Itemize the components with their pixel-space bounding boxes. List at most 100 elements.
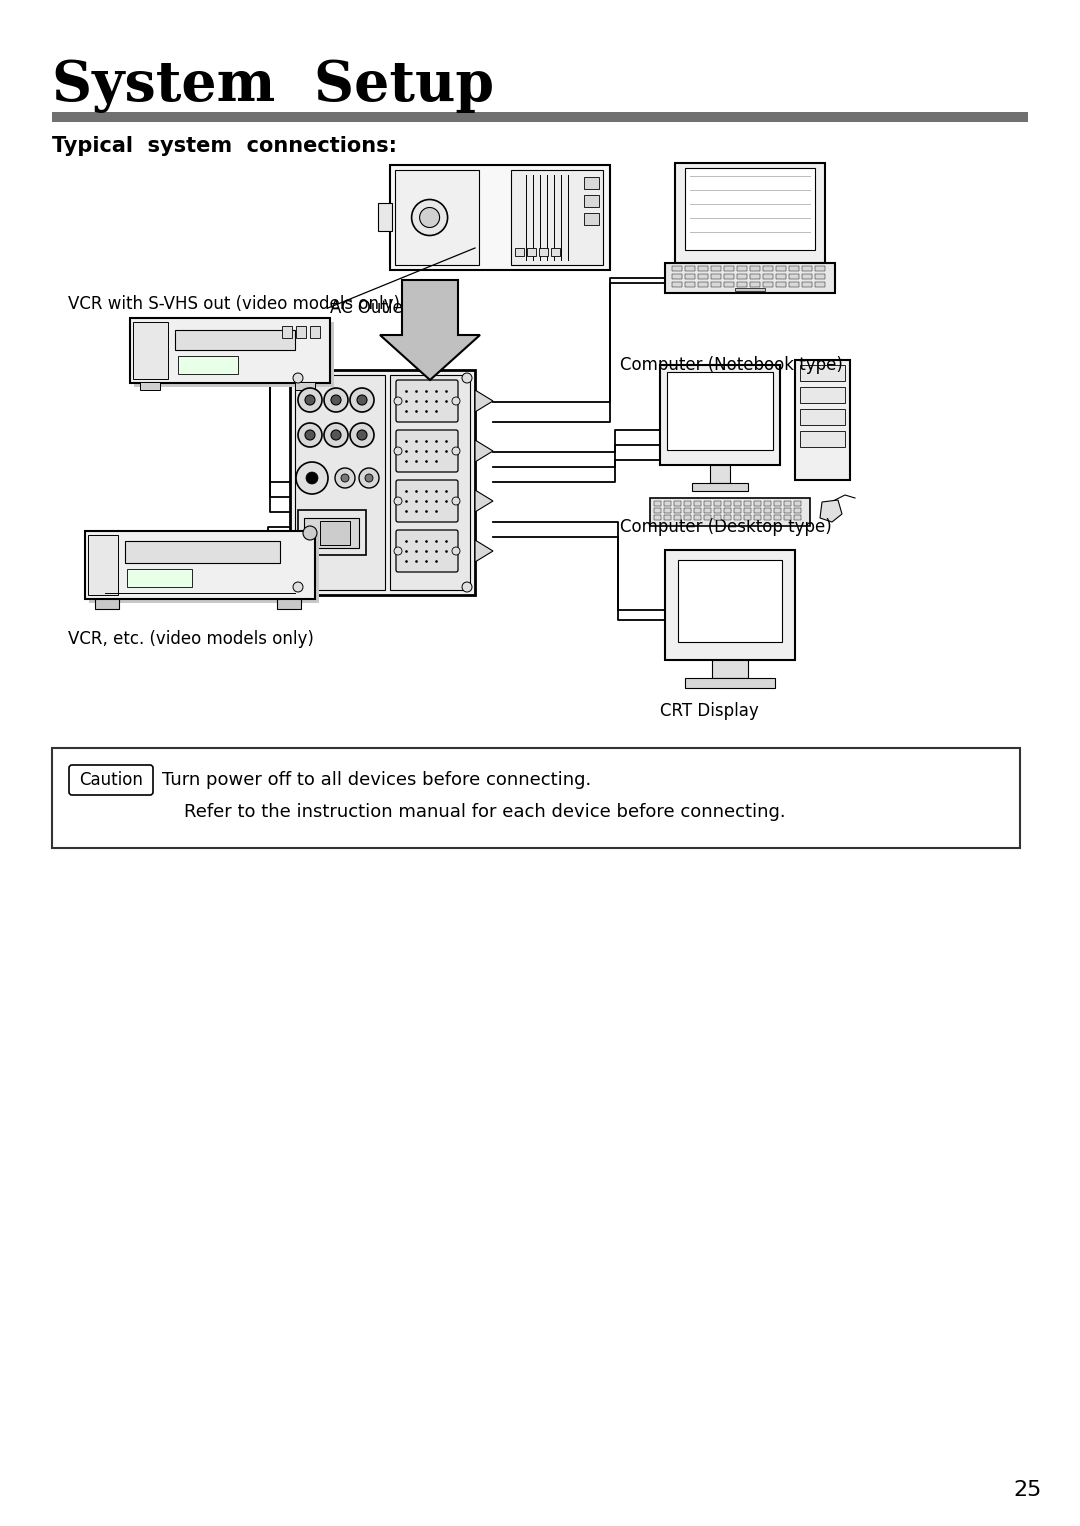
Bar [654, 501, 661, 507]
Bar [684, 508, 691, 513]
Bar [320, 520, 350, 545]
Bar [282, 327, 292, 337]
Bar [704, 501, 711, 507]
Bar [674, 514, 681, 520]
Circle shape [357, 395, 367, 404]
Bar [764, 514, 771, 520]
Bar [684, 514, 691, 520]
Bar [774, 514, 781, 520]
Bar [685, 168, 815, 250]
Bar [704, 514, 711, 520]
Circle shape [298, 423, 322, 447]
Bar [737, 266, 747, 272]
Bar [125, 542, 280, 563]
Bar [654, 508, 661, 513]
Bar [794, 508, 801, 513]
Bar [378, 203, 392, 230]
Circle shape [330, 395, 341, 404]
FancyBboxPatch shape [396, 530, 458, 572]
Bar [724, 266, 734, 272]
Circle shape [350, 388, 374, 412]
Circle shape [341, 475, 349, 482]
Bar [390, 375, 470, 591]
Bar [737, 275, 747, 279]
Circle shape [303, 526, 318, 540]
Bar [276, 600, 301, 609]
Bar [672, 266, 681, 272]
Circle shape [394, 447, 402, 455]
Circle shape [293, 372, 303, 383]
Bar [724, 514, 731, 520]
Bar [712, 661, 748, 678]
Circle shape [453, 546, 460, 555]
Bar [674, 508, 681, 513]
Bar [698, 282, 708, 287]
Bar [794, 501, 801, 507]
Bar [675, 163, 825, 262]
Bar [583, 177, 598, 189]
Bar [724, 501, 731, 507]
Bar [667, 372, 773, 450]
Bar [800, 388, 845, 403]
Bar [802, 266, 812, 272]
Bar [802, 282, 812, 287]
Circle shape [394, 546, 402, 555]
Bar [665, 262, 835, 293]
Bar [774, 508, 781, 513]
FancyBboxPatch shape [396, 481, 458, 522]
Circle shape [324, 388, 348, 412]
Text: Typical  system  connections:: Typical system connections: [52, 136, 397, 156]
Bar [664, 508, 671, 513]
Circle shape [359, 468, 379, 488]
Bar [774, 501, 781, 507]
Bar [175, 330, 295, 349]
Bar [815, 266, 825, 272]
Circle shape [357, 430, 367, 439]
Bar [762, 266, 773, 272]
Circle shape [306, 472, 318, 484]
Bar [800, 365, 845, 382]
Circle shape [420, 208, 440, 227]
Bar [795, 360, 850, 481]
Bar [714, 501, 721, 507]
Bar [784, 508, 791, 513]
Text: Turn power off to all devices before connecting.: Turn power off to all devices before con… [162, 771, 591, 789]
Circle shape [335, 468, 355, 488]
Bar [390, 165, 610, 270]
Bar [295, 375, 384, 591]
Circle shape [453, 447, 460, 455]
Bar [664, 514, 671, 520]
Text: System  Setup: System Setup [52, 58, 495, 113]
Bar [724, 508, 731, 513]
Bar [764, 508, 771, 513]
FancyBboxPatch shape [52, 748, 1020, 848]
Bar [685, 266, 696, 272]
Bar [734, 501, 741, 507]
Bar [140, 382, 160, 391]
Bar [744, 514, 751, 520]
Bar [764, 501, 771, 507]
Bar [685, 275, 696, 279]
Bar [665, 549, 795, 661]
Bar [685, 678, 775, 688]
Bar [303, 517, 359, 548]
Bar [127, 569, 192, 588]
Bar [754, 514, 761, 520]
Bar [704, 508, 711, 513]
Bar [711, 282, 721, 287]
Bar [583, 195, 598, 208]
Text: AC Outlet: AC Outlet [330, 299, 409, 317]
Polygon shape [475, 391, 492, 412]
Bar [678, 560, 782, 642]
Text: Computer (Desktop type): Computer (Desktop type) [620, 517, 832, 536]
Circle shape [411, 200, 447, 235]
Bar [698, 275, 708, 279]
Circle shape [462, 372, 472, 383]
Bar [724, 275, 734, 279]
Bar [714, 514, 721, 520]
Bar [95, 600, 119, 609]
Circle shape [298, 388, 322, 412]
Circle shape [305, 430, 315, 439]
Bar [694, 514, 701, 520]
Bar [784, 514, 791, 520]
